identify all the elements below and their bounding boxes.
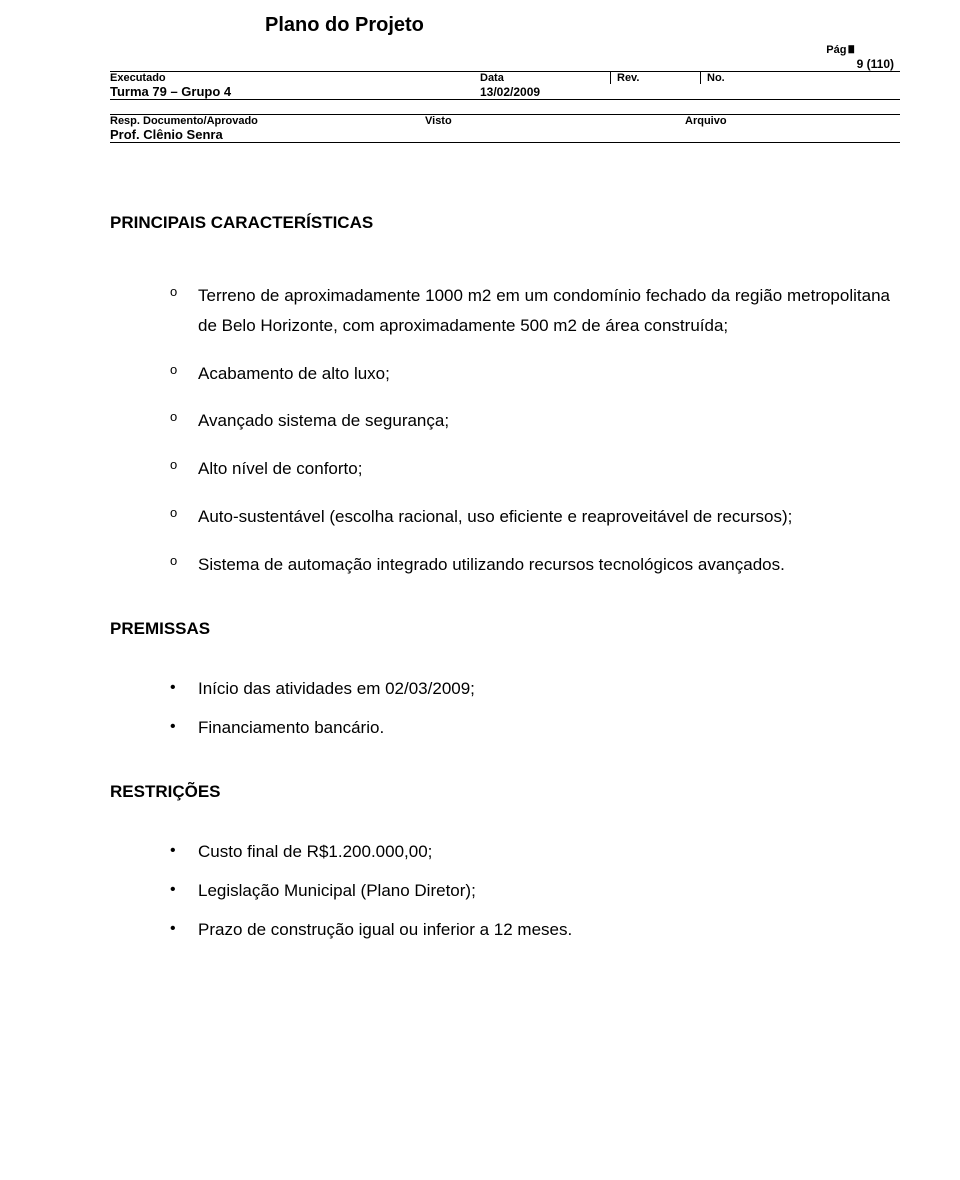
list-restricoes: • Custo final de R$1.200.000,00; • Legis… <box>170 838 890 944</box>
visto-label: Visto <box>425 115 685 127</box>
divider <box>110 99 900 100</box>
pag-label-text: Pág <box>826 44 846 56</box>
section-title-principais: PRINCIPAIS CARACTERÍSTICAS <box>110 213 900 233</box>
list-item-text: Avançado sistema de segurança; <box>198 406 890 436</box>
bullet-circle-icon: o <box>170 502 198 532</box>
list-item: o Sistema de automação integrado utiliza… <box>170 550 890 580</box>
bullet-dot-icon: • <box>170 877 198 904</box>
header-row-values: Turma 79 – Grupo 4 13/02/2009 <box>110 84 900 99</box>
header-row4-values: Prof. Clênio Senra <box>110 127 900 142</box>
list-item: • Legislação Municipal (Plano Diretor); <box>170 877 890 904</box>
list-item: • Custo final de R$1.200.000,00; <box>170 838 890 865</box>
list-item: • Financiamento bancário. <box>170 714 890 741</box>
square-dot-icon: ∎ <box>846 40 856 57</box>
bullet-circle-icon: o <box>170 550 198 580</box>
header-block-2: Resp. Documento/Aprovado Visto Arquivo P… <box>110 114 900 143</box>
list-item-text: Custo final de R$1.200.000,00; <box>198 838 890 865</box>
list-principais: o Terreno de aproximadamente 1000 m2 em … <box>170 281 890 579</box>
list-item-text: Prazo de construção igual ou inferior a … <box>198 916 890 943</box>
doc-title: Plano do Projeto <box>265 14 900 37</box>
section-title-restricoes: RESTRIÇÕES <box>110 782 900 802</box>
list-item-text: Início das atividades em 02/03/2009; <box>198 675 890 702</box>
data-value: 13/02/2009 <box>480 85 610 99</box>
list-item-text: Terreno de aproximadamente 1000 m2 em um… <box>198 281 890 341</box>
rev-label: Rev. <box>610 72 700 84</box>
bullet-circle-icon: o <box>170 406 198 436</box>
no-label: No. <box>700 72 780 84</box>
section-title-premissas: PREMISSAS <box>110 619 900 639</box>
content-body: PRINCIPAIS CARACTERÍSTICAS o Terreno de … <box>110 213 900 943</box>
list-premissas: • Início das atividades em 02/03/2009; •… <box>170 675 890 741</box>
list-item: o Acabamento de alto luxo; <box>170 359 890 389</box>
list-item: o Alto nível de conforto; <box>170 454 890 484</box>
resp-value: Prof. Clênio Senra <box>110 127 425 142</box>
list-item: • Prazo de construção igual ou inferior … <box>170 916 890 943</box>
list-item-text: Sistema de automação integrado utilizand… <box>198 550 890 580</box>
list-item-text: Financiamento bancário. <box>198 714 890 741</box>
resp-label: Resp. Documento/Aprovado <box>110 115 425 127</box>
executado-label: Executado <box>110 72 480 84</box>
list-item: • Início das atividades em 02/03/2009; <box>170 675 890 702</box>
divider <box>110 142 900 143</box>
executado-value: Turma 79 – Grupo 4 <box>110 84 480 99</box>
data-label: Data <box>480 72 610 84</box>
bullet-circle-icon: o <box>170 359 198 389</box>
list-item: o Avançado sistema de segurança; <box>170 406 890 436</box>
bullet-dot-icon: • <box>170 714 198 741</box>
pag-label: Pág∎ <box>826 39 856 57</box>
bullet-dot-icon: • <box>170 838 198 865</box>
page-number: 9 (110) <box>110 57 894 71</box>
header-row3-labels: Resp. Documento/Aprovado Visto Arquivo <box>110 115 900 127</box>
list-item-text: Legislação Municipal (Plano Diretor); <box>198 877 890 904</box>
list-item-text: Auto-sustentável (escolha racional, uso … <box>198 502 890 532</box>
bullet-dot-icon: • <box>170 916 198 943</box>
arquivo-label: Arquivo <box>685 115 900 127</box>
list-item: o Terreno de aproximadamente 1000 m2 em … <box>170 281 890 341</box>
bullet-circle-icon: o <box>170 281 198 341</box>
bullet-circle-icon: o <box>170 454 198 484</box>
list-item-text: Acabamento de alto luxo; <box>198 359 890 389</box>
list-item: o Auto-sustentável (escolha racional, us… <box>170 502 890 532</box>
page: Plano do Projeto Pág∎ 9 (110) Executado … <box>0 0 960 1180</box>
header-top-row: Pág∎ <box>110 39 900 57</box>
bullet-dot-icon: • <box>170 675 198 702</box>
list-item-text: Alto nível de conforto; <box>198 454 890 484</box>
header-row-labels: Executado Data Rev. No. <box>110 72 900 84</box>
